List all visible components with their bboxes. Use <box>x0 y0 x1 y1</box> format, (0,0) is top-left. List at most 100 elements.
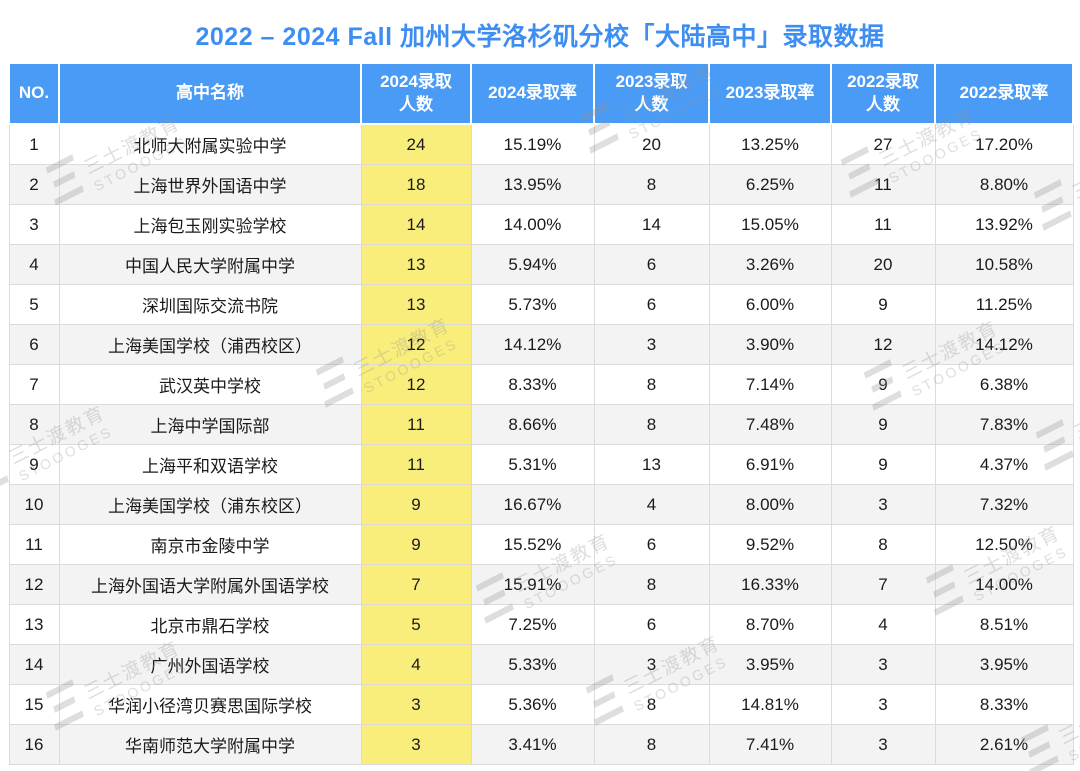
cell-rate2022: 7.32% <box>934 484 1074 525</box>
table-row: 12 上海外国语大学附属外国语学校 7 15.91% 8 16.33% 7 14.00% <box>8 564 1074 605</box>
cell-school: 上海包玉刚实验学校 <box>58 204 362 245</box>
cell-adm2022: 3 <box>830 484 936 525</box>
table-row: 9 上海平和双语学校 11 5.31% 13 6.91% 9 4.37% <box>8 444 1074 485</box>
cell-school: 北京市鼎石学校 <box>58 604 362 645</box>
header-cell-rate2022: 2022录取率 <box>934 62 1074 125</box>
cell-adm2023: 8 <box>593 404 710 445</box>
cell-adm2023: 6 <box>593 524 710 565</box>
cell-no: 1 <box>8 123 60 165</box>
table-row: 2 上海世界外国语中学 18 13.95% 8 6.25% 11 8.80% <box>8 164 1074 205</box>
table-row: 6 上海美国学校（浦西校区） 12 14.12% 3 3.90% 12 14.12% <box>8 324 1074 365</box>
table-row: 7 武汉英中学校 12 8.33% 8 7.14% 9 6.38% <box>8 364 1074 405</box>
cell-rate2024: 14.12% <box>470 324 595 365</box>
cell-rate2022: 8.51% <box>934 604 1074 645</box>
header-cell-rate2023: 2023录取率 <box>708 62 832 125</box>
cell-rate2024: 7.25% <box>470 604 595 645</box>
cell-no: 16 <box>8 724 60 765</box>
cell-school: 上海世界外国语中学 <box>58 164 362 205</box>
cell-no: 13 <box>8 604 60 645</box>
cell-adm2024: 14 <box>360 204 472 245</box>
cell-rate2022: 11.25% <box>934 284 1074 325</box>
cell-rate2022: 8.33% <box>934 684 1074 725</box>
table-row: 15 华润小径湾贝赛思国际学校 3 5.36% 8 14.81% 3 8.33% <box>8 684 1074 725</box>
cell-rate2023: 6.00% <box>708 284 832 325</box>
cell-rate2023: 8.70% <box>708 604 832 645</box>
cell-adm2024: 13 <box>360 284 472 325</box>
cell-rate2024: 8.33% <box>470 364 595 405</box>
cell-rate2022: 6.38% <box>934 364 1074 405</box>
cell-rate2023: 16.33% <box>708 564 832 605</box>
cell-adm2023: 8 <box>593 364 710 405</box>
cell-adm2022: 3 <box>830 644 936 685</box>
cell-rate2023: 15.05% <box>708 204 832 245</box>
cell-adm2022: 9 <box>830 284 936 325</box>
cell-school: 上海美国学校（浦西校区） <box>58 324 362 365</box>
cell-adm2023: 20 <box>593 123 710 165</box>
table-row: 16 华南师范大学附属中学 3 3.41% 8 7.41% 3 2.61% <box>8 724 1074 765</box>
cell-rate2023: 3.90% <box>708 324 832 365</box>
cell-rate2023: 8.00% <box>708 484 832 525</box>
cell-adm2022: 20 <box>830 244 936 285</box>
table-row: 13 北京市鼎石学校 5 7.25% 6 8.70% 4 8.51% <box>8 604 1074 645</box>
cell-rate2022: 8.80% <box>934 164 1074 205</box>
cell-rate2022: 13.92% <box>934 204 1074 245</box>
cell-rate2023: 3.95% <box>708 644 832 685</box>
cell-adm2024: 3 <box>360 684 472 725</box>
cell-no: 3 <box>8 204 60 245</box>
cell-rate2022: 12.50% <box>934 524 1074 565</box>
cell-no: 7 <box>8 364 60 405</box>
cell-rate2024: 15.91% <box>470 564 595 605</box>
header-cell-adm2023: 2023录取 人数 <box>593 62 710 125</box>
table-row: 3 上海包玉刚实验学校 14 14.00% 14 15.05% 11 13.92% <box>8 204 1074 245</box>
table-row: 8 上海中学国际部 11 8.66% 8 7.48% 9 7.83% <box>8 404 1074 445</box>
cell-rate2024: 14.00% <box>470 204 595 245</box>
table-row: 5 深圳国际交流书院 13 5.73% 6 6.00% 9 11.25% <box>8 284 1074 325</box>
cell-school: 南京市金陵中学 <box>58 524 362 565</box>
cell-rate2023: 3.26% <box>708 244 832 285</box>
cell-adm2024: 7 <box>360 564 472 605</box>
cell-rate2023: 6.91% <box>708 444 832 485</box>
header-cell-school: 高中名称 <box>58 62 362 125</box>
cell-school: 华南师范大学附属中学 <box>58 724 362 765</box>
cell-adm2022: 11 <box>830 164 936 205</box>
cell-adm2024: 11 <box>360 444 472 485</box>
cell-rate2023: 9.52% <box>708 524 832 565</box>
table-row: 11 南京市金陵中学 9 15.52% 6 9.52% 8 12.50% <box>8 524 1074 565</box>
cell-no: 12 <box>8 564 60 605</box>
cell-no: 14 <box>8 644 60 685</box>
cell-school: 武汉英中学校 <box>58 364 362 405</box>
cell-adm2024: 9 <box>360 524 472 565</box>
cell-rate2024: 15.19% <box>470 123 595 165</box>
cell-no: 8 <box>8 404 60 445</box>
cell-rate2022: 14.12% <box>934 324 1074 365</box>
table-row: 4 中国人民大学附属中学 13 5.94% 6 3.26% 20 10.58% <box>8 244 1074 285</box>
cell-adm2022: 3 <box>830 724 936 765</box>
cell-school: 上海外国语大学附属外国语学校 <box>58 564 362 605</box>
cell-adm2024: 13 <box>360 244 472 285</box>
cell-no: 9 <box>8 444 60 485</box>
cell-adm2024: 4 <box>360 644 472 685</box>
cell-school: 北师大附属实验中学 <box>58 123 362 165</box>
cell-rate2023: 6.25% <box>708 164 832 205</box>
cell-rate2024: 13.95% <box>470 164 595 205</box>
cell-adm2024: 3 <box>360 724 472 765</box>
cell-adm2022: 12 <box>830 324 936 365</box>
cell-rate2024: 8.66% <box>470 404 595 445</box>
cell-rate2024: 15.52% <box>470 524 595 565</box>
cell-no: 15 <box>8 684 60 725</box>
cell-adm2023: 8 <box>593 684 710 725</box>
cell-adm2023: 8 <box>593 724 710 765</box>
cell-adm2023: 14 <box>593 204 710 245</box>
header-cell-adm2022: 2022录取 人数 <box>830 62 936 125</box>
cell-rate2024: 5.31% <box>470 444 595 485</box>
cell-adm2023: 4 <box>593 484 710 525</box>
cell-adm2022: 7 <box>830 564 936 605</box>
cell-rate2023: 13.25% <box>708 123 832 165</box>
header-row: NO. 高中名称 2024录取 人数 2024录取率 2023录取 人数 2023录取率 2… <box>8 62 1074 125</box>
cell-rate2024: 5.36% <box>470 684 595 725</box>
cell-adm2023: 6 <box>593 244 710 285</box>
cell-adm2022: 9 <box>830 444 936 485</box>
cell-school: 中国人民大学附属中学 <box>58 244 362 285</box>
header-cell-no: NO. <box>8 62 60 125</box>
